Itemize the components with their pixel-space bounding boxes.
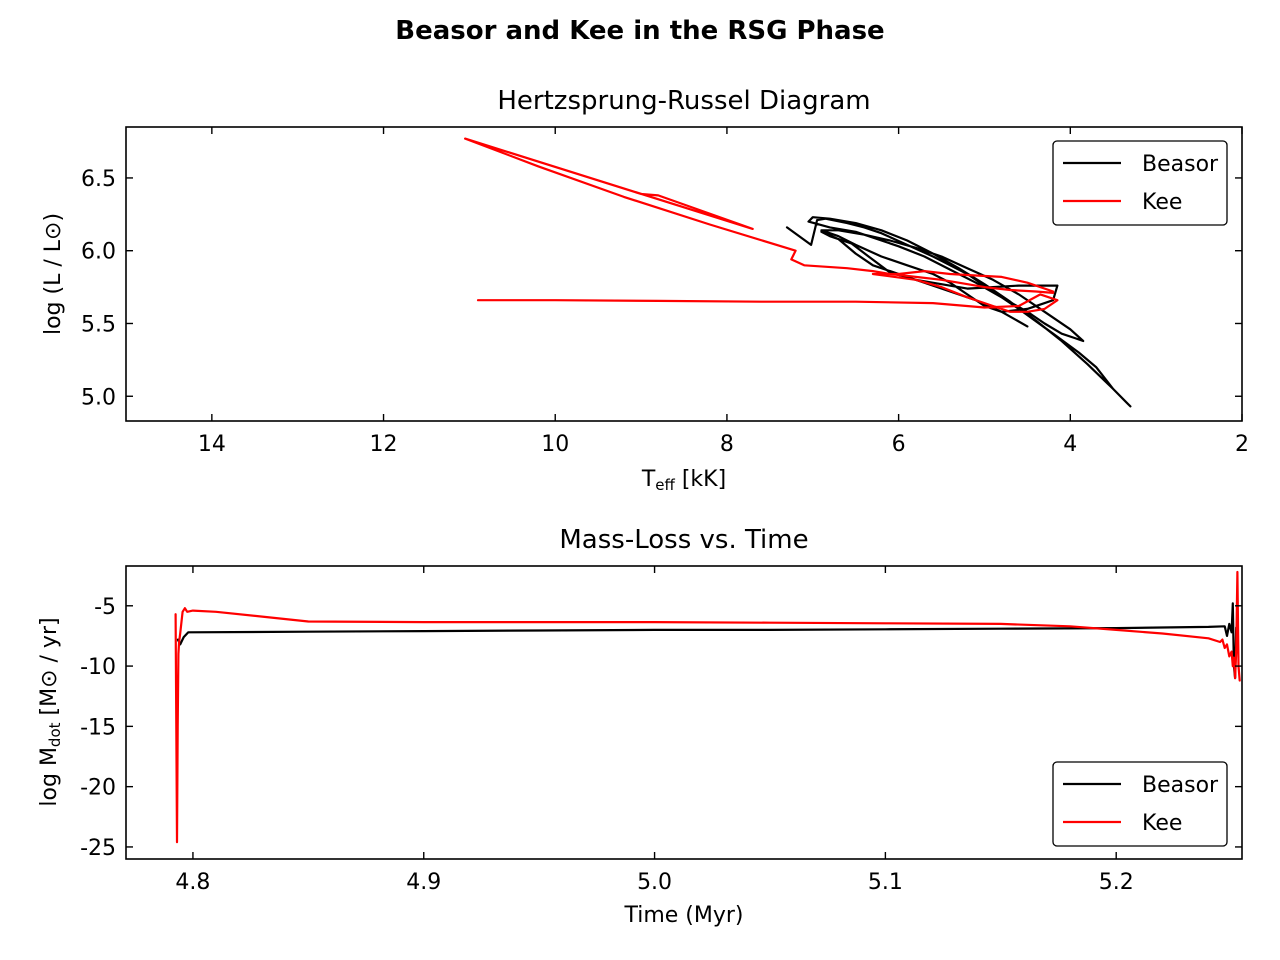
massloss-legend: Beasor Kee [1052, 761, 1228, 847]
hr-series-beasor [785, 216, 1132, 408]
massloss-axes-frame [125, 565, 1243, 860]
hr-xtick-label: 12 [370, 432, 398, 457]
massloss-ytick-label: -20 [80, 776, 116, 801]
massloss-ytick-label: -5 [94, 595, 116, 620]
hr-diagram-title: Hertzsprung-Russel Diagram [497, 86, 870, 116]
massloss-series-kee [174, 570, 1241, 844]
hr-xtick-label: 8 [720, 432, 734, 457]
massloss-ytick-label: -25 [80, 836, 116, 861]
hr-diagram-legend: Beasor Kee [1052, 140, 1228, 226]
hr-xtick-label: 10 [541, 432, 569, 457]
massloss-ytick-label: -10 [80, 655, 116, 680]
hr-diagram-ticks: 14 12 10 8 6 4 2 5.0 5.5 6.0 6.5 [81, 127, 1249, 457]
hr-diagram-ylabel: log (L / L⊙) [41, 213, 66, 335]
massloss-xtick-label: 4.8 [175, 870, 210, 895]
hr-diagram-xlabel: Teff [kK] [641, 467, 726, 494]
hr-series-kee [464, 137, 1059, 313]
hr-xtick-label: 6 [892, 432, 906, 457]
hr-ytick-label: 5.0 [81, 385, 116, 410]
hr-ytick-label: 6.5 [81, 167, 116, 192]
hr-diagram-series [464, 137, 1132, 408]
massloss-xtick-label: 5.2 [1099, 870, 1134, 895]
massloss-xtick-label: 4.9 [406, 870, 441, 895]
massloss-panel: Mass-Loss vs. Time 4.8 4.9 5.0 5.1 5.2 -5 -10 -… [37, 525, 1243, 928]
figure-suptitle: Beasor and Kee in the RSG Phase [395, 16, 884, 46]
hr-legend-kee-label: Kee [1142, 190, 1182, 215]
ml-legend-beasor-label: Beasor [1142, 773, 1219, 798]
hr-xtick-label: 4 [1063, 432, 1077, 457]
hr-ytick-label: 6.0 [81, 240, 116, 265]
massloss-ticks: 4.8 4.9 5.0 5.1 5.2 -5 -10 -15 -20 -25 [80, 566, 1242, 895]
hr-diagram-panel: Hertzsprung-Russel Diagram 14 12 10 8 6 4 2 5.0… [41, 86, 1249, 494]
hr-diagram-axes-frame [125, 126, 1243, 422]
massloss-xlabel: Time (Myr) [623, 903, 743, 928]
hr-xtick-label: 14 [198, 432, 226, 457]
hr-xtick-label: 2 [1235, 432, 1249, 457]
massloss-xtick-label: 5.0 [637, 870, 672, 895]
massloss-ytick-label: -15 [80, 715, 116, 740]
massloss-title: Mass-Loss vs. Time [559, 525, 808, 555]
massloss-series [174, 570, 1241, 844]
massloss-ylabel: log Mdot [M⊙ / yr] [37, 617, 64, 806]
massloss-xtick-label: 5.1 [868, 870, 903, 895]
hr-legend-beasor-label: Beasor [1142, 152, 1219, 177]
ml-legend-kee-label: Kee [1142, 811, 1182, 836]
massloss-series-beasor [176, 602, 1239, 680]
hr-ytick-label: 5.5 [81, 312, 116, 337]
